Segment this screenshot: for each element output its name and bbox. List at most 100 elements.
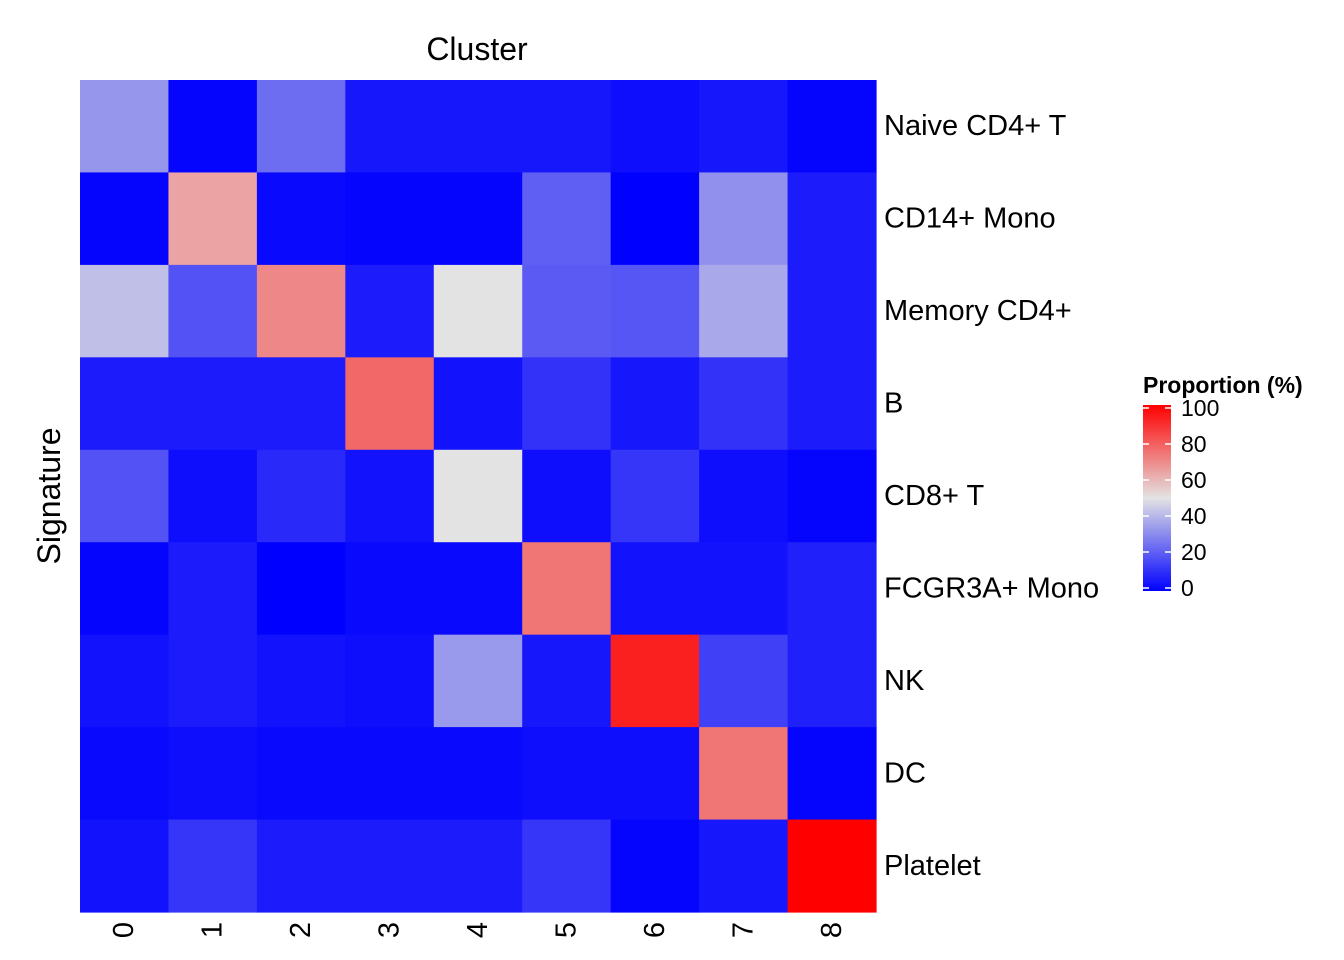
y-axis-title: Signature [31, 428, 67, 565]
legend-ticks: 0 20 40 60 80 100 [1143, 395, 1219, 601]
legend-tick-label: 80 [1181, 431, 1207, 457]
heatmap-cell [433, 727, 523, 821]
heatmap-cell [787, 542, 877, 636]
heatmap-cell [522, 80, 612, 174]
heatmap-cell [80, 542, 170, 636]
heatmap-cell [433, 172, 523, 266]
heatmap-cell [168, 727, 258, 821]
heatmap-cell [345, 542, 435, 636]
heatmap-cell [610, 542, 700, 636]
legend-tick-label: 40 [1181, 503, 1207, 529]
heatmap-cell [345, 727, 435, 821]
heatmap-cell [610, 819, 700, 913]
heatmap-cell [699, 357, 789, 451]
heatmap-cell [168, 449, 258, 543]
heatmap-cell [256, 542, 346, 636]
heatmap-cell [699, 542, 789, 636]
heatmap-cell [787, 172, 877, 266]
heatmap-cell [787, 357, 877, 451]
heatmap-cell [168, 819, 258, 913]
heatmap-cell [787, 727, 877, 821]
column-label: 3 [374, 922, 406, 938]
heatmap-cell [168, 634, 258, 728]
heatmap-cell [345, 449, 435, 543]
color-legend: Proportion (%) 0 20 40 60 80 100 [1143, 372, 1303, 601]
row-label: B [884, 388, 903, 420]
heatmap-cell [80, 172, 170, 266]
heatmap-cell [610, 264, 700, 358]
heatmap-cell [522, 727, 612, 821]
column-label: 6 [639, 922, 671, 938]
heatmap-cell [80, 727, 170, 821]
heatmap-cell [168, 80, 258, 174]
heatmap-cell [433, 357, 523, 451]
heatmap-cell [787, 80, 877, 174]
heatmap-cell [699, 634, 789, 728]
column-label: 5 [550, 922, 582, 938]
heatmap-cell [610, 634, 700, 728]
legend-tick-label: 60 [1181, 467, 1207, 493]
row-label: Naive CD4+ T [884, 110, 1067, 142]
heatmap-cell [80, 449, 170, 543]
legend-tick-label: 100 [1181, 395, 1219, 421]
heatmap-cells [80, 80, 877, 913]
heatmap-cell [522, 357, 612, 451]
heatmap-cell [168, 172, 258, 266]
heatmap-cell [80, 80, 170, 174]
heatmap-cell [433, 264, 523, 358]
column-label: 4 [462, 922, 494, 938]
heatmap-cell [80, 264, 170, 358]
heatmap-cell [256, 449, 346, 543]
chart-title: Cluster [426, 31, 528, 67]
row-label: Platelet [884, 850, 981, 882]
row-label: DC [884, 757, 926, 789]
heatmap-cell [699, 727, 789, 821]
heatmap-cell [787, 634, 877, 728]
legend-tick-label: 0 [1181, 575, 1194, 601]
heatmap-cell [345, 80, 435, 174]
heatmap-cell [610, 449, 700, 543]
heatmap-cell [168, 357, 258, 451]
heatmap-cell [610, 172, 700, 266]
heatmap-cell [256, 634, 346, 728]
heatmap-cell [522, 264, 612, 358]
heatmap-cell [256, 80, 346, 174]
legend-tick-label: 20 [1181, 539, 1207, 565]
heatmap-cell [168, 542, 258, 636]
heatmap-cell [80, 634, 170, 728]
row-label: CD8+ T [884, 480, 984, 512]
heatmap-cell [522, 172, 612, 266]
heatmap-cell [699, 449, 789, 543]
heatmap-cell [256, 264, 346, 358]
column-label: 7 [727, 922, 759, 938]
heatmap-cell [787, 264, 877, 358]
row-label: FCGR3A+ Mono [884, 572, 1099, 604]
heatmap-cell [610, 727, 700, 821]
heatmap-cell [168, 264, 258, 358]
heatmap-cell [433, 819, 523, 913]
heatmap-cell [522, 819, 612, 913]
row-labels: Naive CD4+ T CD14+ Mono Memory CD4+ B CD8+ T… [884, 110, 1099, 882]
heatmap-cell [345, 819, 435, 913]
heatmap-cell [699, 819, 789, 913]
heatmap-cell [610, 357, 700, 451]
column-labels: 0 1 2 3 4 5 6 7 8 [108, 922, 848, 938]
column-label: 1 [197, 922, 229, 938]
heatmap-cell [522, 542, 612, 636]
heatmap-cell [345, 357, 435, 451]
heatmap-cell [345, 634, 435, 728]
heatmap-cell [522, 634, 612, 728]
heatmap-cell [256, 727, 346, 821]
heatmap-cell [787, 819, 877, 913]
heatmap-cell [610, 80, 700, 174]
heatmap-cell [256, 172, 346, 266]
heatmap-cell [433, 542, 523, 636]
heatmap-cell [345, 264, 435, 358]
legend-color-bar [1143, 405, 1171, 591]
heatmap-cell [699, 172, 789, 266]
heatmap-cell [699, 80, 789, 174]
heatmap-cell [433, 80, 523, 174]
heatmap-cell [80, 819, 170, 913]
heatmap-cell [345, 172, 435, 266]
